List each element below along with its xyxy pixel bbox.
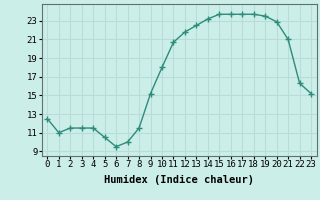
X-axis label: Humidex (Indice chaleur): Humidex (Indice chaleur) <box>104 175 254 185</box>
